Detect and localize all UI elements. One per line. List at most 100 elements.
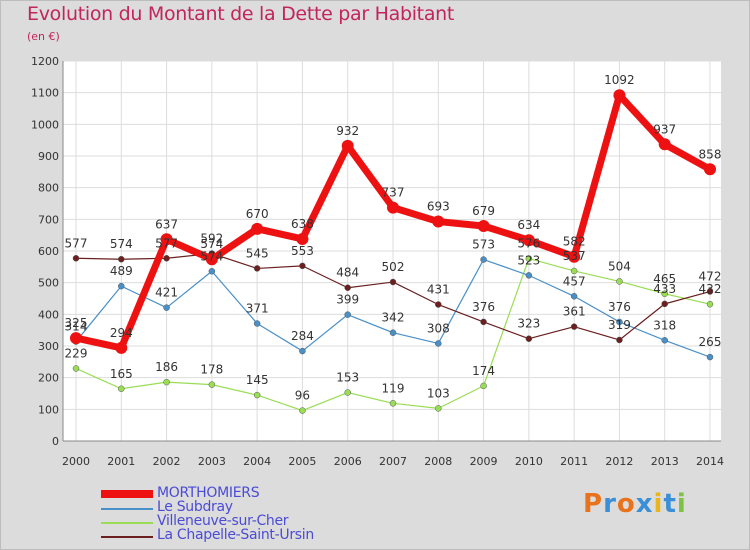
- data-label: 523: [517, 253, 540, 267]
- legend-label: MORTHOMIERS: [157, 485, 260, 501]
- data-point: [70, 332, 82, 345]
- data-label: 634: [517, 218, 540, 232]
- data-point: [570, 323, 578, 330]
- data-label: 574: [110, 237, 133, 251]
- x-tick-label: 2003: [198, 455, 226, 468]
- data-label: 145: [246, 373, 269, 387]
- data-label: 577: [65, 236, 88, 250]
- legend-label: Le Subdray: [157, 499, 233, 515]
- data-point: [344, 284, 351, 291]
- data-labels: 325 294 637 574 670 638 932 737 693 679 634 582 1092…: [65, 73, 722, 402]
- data-label: 265: [699, 335, 722, 349]
- data-point: [435, 301, 442, 308]
- data-point: [706, 300, 714, 308]
- data-point: [389, 400, 397, 407]
- data-label: 937: [653, 122, 676, 136]
- data-label: 858: [699, 147, 722, 161]
- x-tick-label: 2014: [696, 455, 724, 468]
- x-tick-label: 2008: [424, 455, 452, 468]
- data-point: [522, 234, 535, 247]
- data-point: [480, 318, 487, 326]
- data-point: [661, 290, 668, 297]
- data-point: [299, 262, 306, 270]
- data-label: 679: [472, 204, 495, 218]
- line-chart: 0 100 200 300 400 500 600 700 800 900 1000 1100 1200…: [31, 55, 724, 468]
- legend-swatch-morthomiers: [101, 490, 153, 498]
- logo-letter: x: [635, 489, 654, 519]
- data-label: 545: [246, 246, 269, 260]
- data-point: [115, 341, 128, 354]
- data-label: 465: [653, 272, 676, 286]
- data-point: [570, 267, 578, 275]
- data-label: 376: [472, 300, 495, 314]
- y-tick-label: 600: [38, 245, 59, 258]
- data-label: 103: [427, 386, 450, 400]
- data-point: [661, 337, 668, 344]
- data-label: 174: [472, 364, 495, 378]
- data-label: 537: [563, 249, 586, 263]
- proxiti-logo: Proxiti: [583, 489, 687, 519]
- data-label: 119: [382, 381, 405, 395]
- series-villeneuve-sur-cher: [72, 255, 714, 414]
- data-point: [706, 288, 714, 295]
- data-label: 1092: [604, 73, 635, 87]
- y-tick-label: 200: [38, 372, 59, 385]
- data-label: 318: [653, 318, 676, 332]
- x-tick-label: 2002: [153, 455, 181, 468]
- data-point: [344, 311, 351, 318]
- data-point: [616, 336, 623, 344]
- data-point: [525, 335, 533, 342]
- x-tick-label: 2013: [651, 455, 679, 468]
- x-tick-label: 2009: [470, 455, 498, 468]
- data-point: [525, 255, 533, 262]
- data-point: [208, 381, 216, 388]
- data-point: [296, 232, 309, 245]
- data-label: 314: [65, 320, 88, 334]
- data-point: [163, 255, 170, 262]
- logo-letter: i: [653, 489, 664, 519]
- y-tick-label: 700: [38, 213, 59, 226]
- data-point: [389, 278, 397, 286]
- data-label: 308: [427, 321, 450, 335]
- x-tick-label: 2006: [334, 455, 362, 468]
- data-label: 431: [427, 283, 450, 297]
- data-point: [160, 233, 173, 246]
- series: [70, 89, 716, 414]
- y-tick-label: 0: [52, 435, 59, 448]
- x-tick-label: 2007: [379, 455, 407, 468]
- data-label: 294: [110, 326, 133, 340]
- data-label: 165: [110, 367, 133, 381]
- x-tick-label: 2005: [288, 455, 316, 468]
- data-point: [480, 256, 487, 263]
- data-point: [570, 293, 578, 300]
- data-label: 284: [291, 329, 314, 343]
- data-label: 577: [155, 236, 178, 250]
- data-label: 637: [155, 217, 178, 231]
- data-point: [205, 253, 218, 266]
- data-label: 484: [336, 266, 359, 280]
- data-label: 178: [200, 363, 223, 377]
- data-label: 574: [200, 237, 223, 251]
- data-point: [525, 272, 533, 279]
- data-label: 186: [155, 360, 178, 374]
- data-label: 342: [382, 311, 405, 325]
- y-tick-label: 100: [38, 403, 59, 416]
- y-tick-label: 900: [38, 150, 59, 163]
- data-label: 421: [155, 286, 178, 300]
- data-label: 638: [291, 217, 314, 231]
- data-point: [661, 300, 668, 308]
- data-label: 153: [336, 371, 359, 385]
- data-point: [480, 382, 487, 390]
- data-label: 737: [382, 186, 405, 200]
- y-tick-label: 500: [38, 277, 59, 290]
- data-point: [118, 282, 125, 290]
- data-point: [432, 215, 445, 228]
- y-tick-label: 300: [38, 340, 59, 353]
- data-point: [613, 89, 626, 102]
- data-point: [72, 365, 80, 372]
- y-tick-label: 400: [38, 308, 59, 321]
- data-label: 592: [200, 232, 223, 246]
- data-label: 96: [295, 389, 310, 403]
- data-point: [704, 163, 716, 176]
